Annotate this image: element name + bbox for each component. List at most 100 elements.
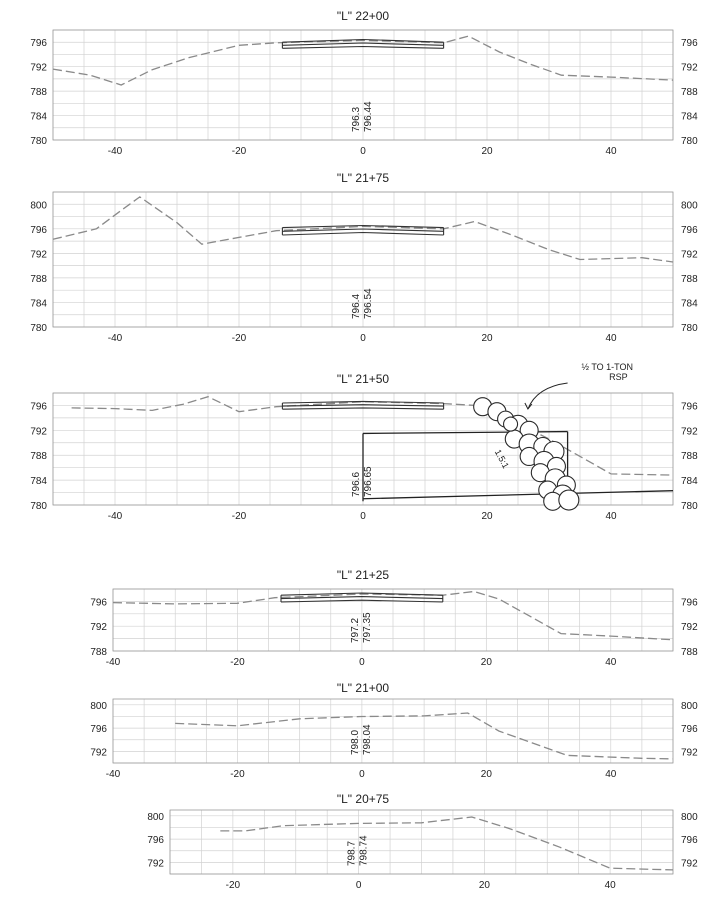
y-tick-label-left: 800 xyxy=(30,200,47,211)
x-tick-label: 40 xyxy=(605,769,617,780)
y-tick-label-left: 792 xyxy=(90,747,107,758)
x-tick-label: -40 xyxy=(108,511,123,522)
y-tick-label-right: 780 xyxy=(681,136,698,147)
y-tick-label-right: 796 xyxy=(681,38,698,49)
y-tick-label-right: 788 xyxy=(681,274,698,285)
y-tick-label-left: 796 xyxy=(30,401,47,412)
y-tick-label-left: 788 xyxy=(30,87,47,98)
section-title: "L" 21+25 xyxy=(337,568,390,582)
plot-frame xyxy=(52,392,674,506)
existing-ground-line xyxy=(71,396,674,476)
y-tick-label-right: 792 xyxy=(681,747,698,758)
y-tick-label-right: 796 xyxy=(681,225,698,236)
x-tick-label: -20 xyxy=(232,333,247,344)
section-title: "L" 21+75 xyxy=(337,171,390,185)
roadway-top-line xyxy=(282,224,444,229)
y-tick-label-right: 784 xyxy=(681,298,698,309)
y-tick-label-right: 788 xyxy=(681,451,698,462)
y-tick-label-left: 788 xyxy=(90,647,107,658)
x-tick-label: -40 xyxy=(106,769,121,780)
x-tick-label: 20 xyxy=(481,657,493,668)
section-21-00: "L" 21+00 800 800 796 796 792 792 -40 -20 0 20 40 79… xyxy=(90,681,698,780)
y-tick-label-right: 796 xyxy=(681,724,698,735)
y-tick-label-left: 780 xyxy=(30,501,47,512)
callout-arrow xyxy=(524,402,533,410)
section-title: "L" 21+50 xyxy=(337,372,390,386)
plot-frame xyxy=(112,588,674,652)
x-tick-label: 0 xyxy=(360,146,366,157)
y-tick-label-left: 800 xyxy=(147,812,164,823)
x-tick-label: 40 xyxy=(605,657,617,668)
rsp-bottom-line xyxy=(362,490,674,500)
section-21-75: "L" 21+75 800 800 796 796 792 792 788 788 784 784 7… xyxy=(30,171,698,344)
grade-elevation-label: 796.54 xyxy=(363,288,374,319)
rock-boulder xyxy=(503,416,519,432)
y-tick-label-left: 784 xyxy=(30,476,47,487)
y-tick-label-left: 796 xyxy=(90,724,107,735)
roadway-top-line xyxy=(282,400,444,404)
x-tick-label: 0 xyxy=(360,333,366,344)
ground-elevation-label: 796.6 xyxy=(351,472,362,497)
roadway-mid-line xyxy=(282,228,444,232)
roadway-bottom-line xyxy=(282,45,444,49)
roadway-bottom-line xyxy=(282,231,444,236)
existing-ground-line xyxy=(52,196,674,263)
y-tick-label-left: 792 xyxy=(147,858,164,869)
y-tick-label-left: 796 xyxy=(30,225,47,236)
section-title: "L" 22+00 xyxy=(337,9,390,23)
x-tick-label: 20 xyxy=(481,146,493,157)
y-tick-label-left: 792 xyxy=(30,426,47,437)
plot-frame xyxy=(52,191,674,328)
y-tick-label-left: 796 xyxy=(30,38,47,49)
grade-elevation-label: 796.65 xyxy=(363,466,374,497)
y-tick-label-right: 792 xyxy=(681,622,698,633)
plot-frame xyxy=(169,809,674,875)
ground-elevation-label: 797.2 xyxy=(350,618,361,643)
y-tick-label-right: 796 xyxy=(681,401,698,412)
x-tick-label: 20 xyxy=(481,333,493,344)
roadway-top-line xyxy=(280,592,443,596)
roadway-bottom-line xyxy=(282,407,444,410)
x-tick-label: -20 xyxy=(230,657,245,668)
y-tick-label-left: 792 xyxy=(30,63,47,74)
section-22-00: "L" 22+00 796 796 792 792 788 788 784 784 780 780 -… xyxy=(30,9,698,157)
section-title: "L" 20+75 xyxy=(337,792,390,806)
y-tick-label-left: 780 xyxy=(30,136,47,147)
plot-frame xyxy=(52,29,674,141)
x-tick-label: 40 xyxy=(605,880,617,891)
roadway-mid-line xyxy=(282,404,444,407)
x-tick-label: -40 xyxy=(106,657,121,668)
ground-elevation-label: 796.4 xyxy=(351,294,362,319)
roadway-top-line xyxy=(282,38,444,43)
section-21-50: "L" 21+50 796 796 792 792 788 788 784 784 780 780 -… xyxy=(30,362,698,522)
x-tick-label: 0 xyxy=(356,880,362,891)
x-tick-label: 0 xyxy=(359,769,365,780)
section-title: "L" 21+00 xyxy=(337,681,390,695)
existing-ground-line xyxy=(52,35,674,86)
ground-elevation-label: 798.0 xyxy=(350,730,361,755)
x-tick-label: -20 xyxy=(226,880,241,891)
grade-elevation-label: 796.44 xyxy=(363,101,374,132)
y-tick-label-left: 792 xyxy=(30,249,47,260)
y-tick-label-right: 788 xyxy=(681,647,698,658)
y-tick-label-left: 784 xyxy=(30,298,47,309)
x-tick-label: 40 xyxy=(605,333,617,344)
y-tick-label-left: 800 xyxy=(90,701,107,712)
y-tick-label-right: 792 xyxy=(681,249,698,260)
y-tick-label-right: 800 xyxy=(681,701,698,712)
y-tick-label-left: 796 xyxy=(147,835,164,846)
x-tick-label: 20 xyxy=(479,880,491,891)
y-tick-label-left: 784 xyxy=(30,112,47,123)
y-tick-label-left: 780 xyxy=(30,323,47,334)
y-tick-label-right: 792 xyxy=(681,426,698,437)
x-tick-label: 40 xyxy=(605,511,617,522)
grade-elevation-label: 798.04 xyxy=(362,724,373,755)
section-20-75: "L" 20+75 800 800 796 796 792 792 -20 0 20 40 798.7… xyxy=(147,792,698,891)
rock-boulder xyxy=(558,489,580,511)
x-tick-label: 0 xyxy=(360,511,366,522)
callout-leader xyxy=(527,382,568,410)
roadway-mid-line xyxy=(280,596,443,600)
roadway-mid-line xyxy=(282,42,444,46)
